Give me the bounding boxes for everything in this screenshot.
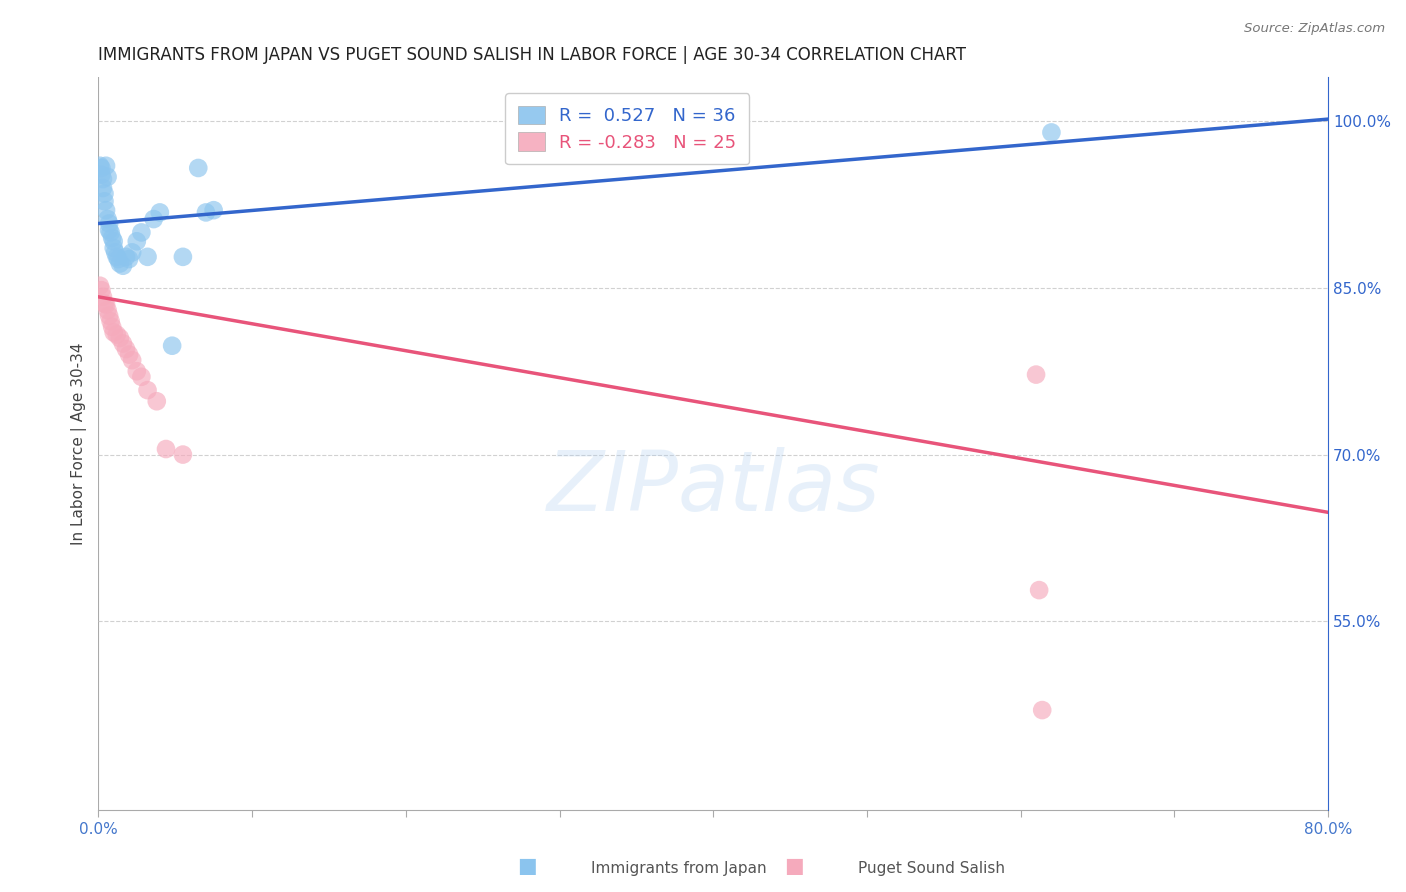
Text: ZIPatlas: ZIPatlas	[547, 447, 880, 528]
Point	[103, 241, 125, 255]
Point	[121, 245, 143, 260]
Point	[93, 194, 115, 209]
Text: Immigrants from Japan: Immigrants from Japan	[591, 861, 766, 876]
Point	[121, 353, 143, 368]
Point	[1025, 368, 1047, 382]
Point	[90, 168, 112, 182]
Point	[118, 252, 141, 266]
Point	[107, 252, 129, 266]
Point	[172, 250, 194, 264]
Point	[91, 172, 114, 186]
Point	[111, 259, 134, 273]
Point	[1040, 125, 1063, 139]
Text: IMMIGRANTS FROM JAPAN VS PUGET SOUND SALISH IN LABOR FORCE | AGE 30-34 CORRELATI: IMMIGRANTS FROM JAPAN VS PUGET SOUND SAL…	[98, 46, 966, 64]
Point	[125, 235, 148, 249]
Y-axis label: In Labor Force | Age 30-34: In Labor Force | Age 30-34	[72, 343, 87, 545]
Point	[108, 256, 131, 270]
Text: Puget Sound Salish: Puget Sound Salish	[858, 861, 1005, 876]
Point	[101, 231, 124, 245]
Point	[98, 223, 121, 237]
Point	[104, 245, 127, 260]
Point	[98, 309, 121, 323]
Point	[93, 186, 115, 201]
Point	[202, 203, 225, 218]
Point	[149, 205, 172, 219]
Point	[187, 161, 209, 175]
Point	[160, 339, 183, 353]
Point	[131, 369, 153, 384]
Point	[105, 250, 128, 264]
Point	[131, 226, 153, 240]
Point	[103, 326, 125, 340]
Point	[97, 212, 120, 227]
Legend: R =  0.527   N = 36, R = -0.283   N = 25: R = 0.527 N = 36, R = -0.283 N = 25	[505, 94, 749, 164]
Point	[100, 314, 122, 328]
Point	[93, 296, 115, 310]
Text: ■: ■	[785, 856, 804, 876]
Point	[1028, 583, 1050, 598]
Point	[94, 203, 117, 218]
Point	[111, 336, 134, 351]
Point	[101, 319, 124, 334]
Point	[172, 448, 194, 462]
Text: ■: ■	[517, 856, 537, 876]
Point	[145, 394, 167, 409]
Point	[142, 212, 165, 227]
Point	[194, 205, 217, 219]
Point	[115, 342, 138, 356]
Point	[90, 161, 112, 175]
Point	[1031, 703, 1053, 717]
Point	[90, 283, 112, 297]
Point	[94, 297, 117, 311]
Point	[98, 217, 121, 231]
Point	[136, 250, 159, 264]
Point	[89, 278, 111, 293]
Text: Source: ZipAtlas.com: Source: ZipAtlas.com	[1244, 22, 1385, 36]
Point	[89, 159, 111, 173]
Point	[108, 331, 131, 345]
Point	[97, 303, 120, 318]
Point	[103, 235, 125, 249]
Point	[115, 250, 138, 264]
Point	[100, 226, 122, 240]
Point	[118, 348, 141, 362]
Point	[155, 442, 177, 456]
Point	[125, 364, 148, 378]
Point	[91, 181, 114, 195]
Point	[105, 327, 128, 342]
Point	[91, 290, 114, 304]
Point	[136, 383, 159, 397]
Point	[94, 159, 117, 173]
Point	[97, 169, 120, 184]
